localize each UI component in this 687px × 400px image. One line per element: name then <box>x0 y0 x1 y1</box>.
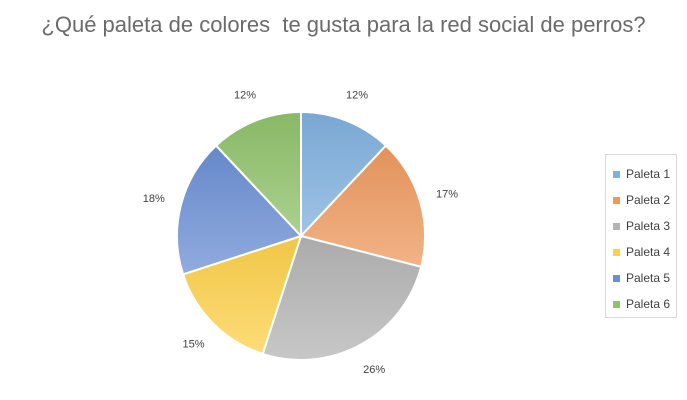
legend-item-5: Paleta 5 <box>606 265 676 291</box>
data-label-4: 15% <box>182 339 204 351</box>
pie-slice-5 <box>176 144 303 276</box>
legend-swatch-1 <box>613 170 620 178</box>
legend-swatch-3 <box>613 222 620 230</box>
legend-swatch-5 <box>613 274 620 282</box>
legend-item-3: Paleta 3 <box>606 213 676 239</box>
data-label-6: 12% <box>234 90 256 102</box>
data-label-2: 17% <box>436 189 458 201</box>
pie-slice-6 <box>214 110 302 239</box>
chart-title: ¿Qué paleta de colores te gusta para la … <box>41 12 646 37</box>
legend-swatch-4 <box>613 248 620 256</box>
pie-slice-3 <box>261 234 423 361</box>
pie-slice-2 <box>299 144 426 269</box>
legend-item-2: Paleta 2 <box>606 187 676 213</box>
legend-item-4: Paleta 4 <box>606 239 676 265</box>
legend-swatch-6 <box>613 300 620 308</box>
legend-label-2: Paleta 2 <box>626 193 671 207</box>
legend-item-6: Paleta 6 <box>606 291 676 317</box>
legend-label-6: Paleta 6 <box>626 297 671 311</box>
pie-slice-1 <box>300 110 388 239</box>
data-label-1: 12% <box>346 90 368 102</box>
data-label-5: 18% <box>143 193 165 205</box>
legend: Paleta 1 Paleta 2 Paleta 3 Paleta 4 Paleta 5… <box>605 154 677 318</box>
legend-label-3: Paleta 3 <box>626 219 671 233</box>
legend-item-1: Paleta 1 <box>606 161 676 187</box>
legend-label-1: Paleta 1 <box>626 167 671 181</box>
legend-label-5: Paleta 5 <box>626 271 671 285</box>
data-label-3: 26% <box>363 364 385 376</box>
legend-swatch-2 <box>613 196 620 204</box>
legend-label-4: Paleta 4 <box>626 245 671 259</box>
